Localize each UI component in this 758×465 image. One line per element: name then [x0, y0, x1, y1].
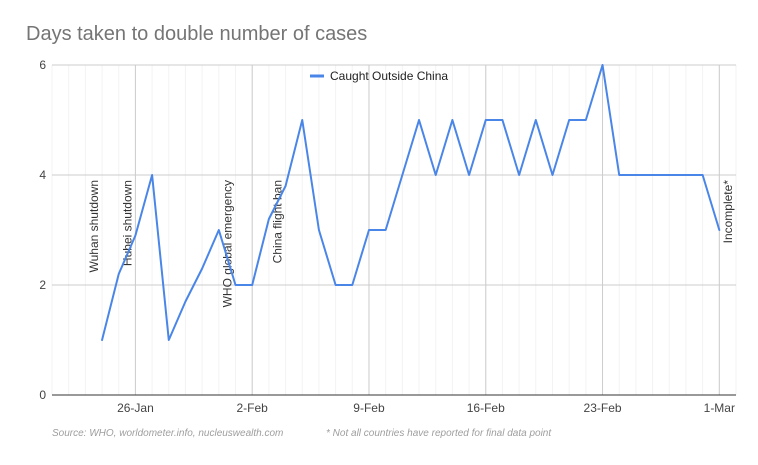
axis-layer: 0 2 4 6 26-Jan 2-Feb 9-Feb 16-Feb 23-Feb 1-Mar: [39, 58, 736, 415]
chart-title: Days taken to double number of cases: [26, 23, 367, 45]
x-tick-label: 2-Feb: [237, 401, 269, 415]
y-tick-label: 6: [39, 58, 46, 72]
x-tick-label: 1-Mar: [704, 401, 735, 415]
source-note: Source: WHO, worldometer.info, nucleuswe…: [52, 428, 283, 439]
event-annotation: Wuhan shutdown: [87, 180, 101, 273]
event-annotation: Incomplete*: [721, 180, 735, 244]
annotation-layer: Wuhan shutdown Hubei shutdown WHO global e…: [87, 180, 735, 308]
event-annotation: WHO global emergency: [221, 180, 235, 307]
y-tick-label: 2: [39, 278, 46, 292]
legend-label: Caught Outside China: [330, 69, 448, 83]
x-tick-label: 26-Jan: [117, 401, 154, 415]
y-tick-label: 4: [39, 168, 46, 182]
x-tick-label: 9-Feb: [353, 401, 385, 415]
footnote: * Not all countries have reported for fi…: [326, 428, 552, 439]
x-tick-label: 16-Feb: [467, 401, 505, 415]
x-tick-label: 23-Feb: [584, 401, 622, 415]
y-tick-label: 0: [39, 388, 46, 402]
series-layer: [101, 64, 721, 341]
series-line: [101, 64, 721, 341]
legend: Caught Outside China: [310, 69, 448, 83]
event-annotation: China flight ban: [271, 180, 285, 263]
